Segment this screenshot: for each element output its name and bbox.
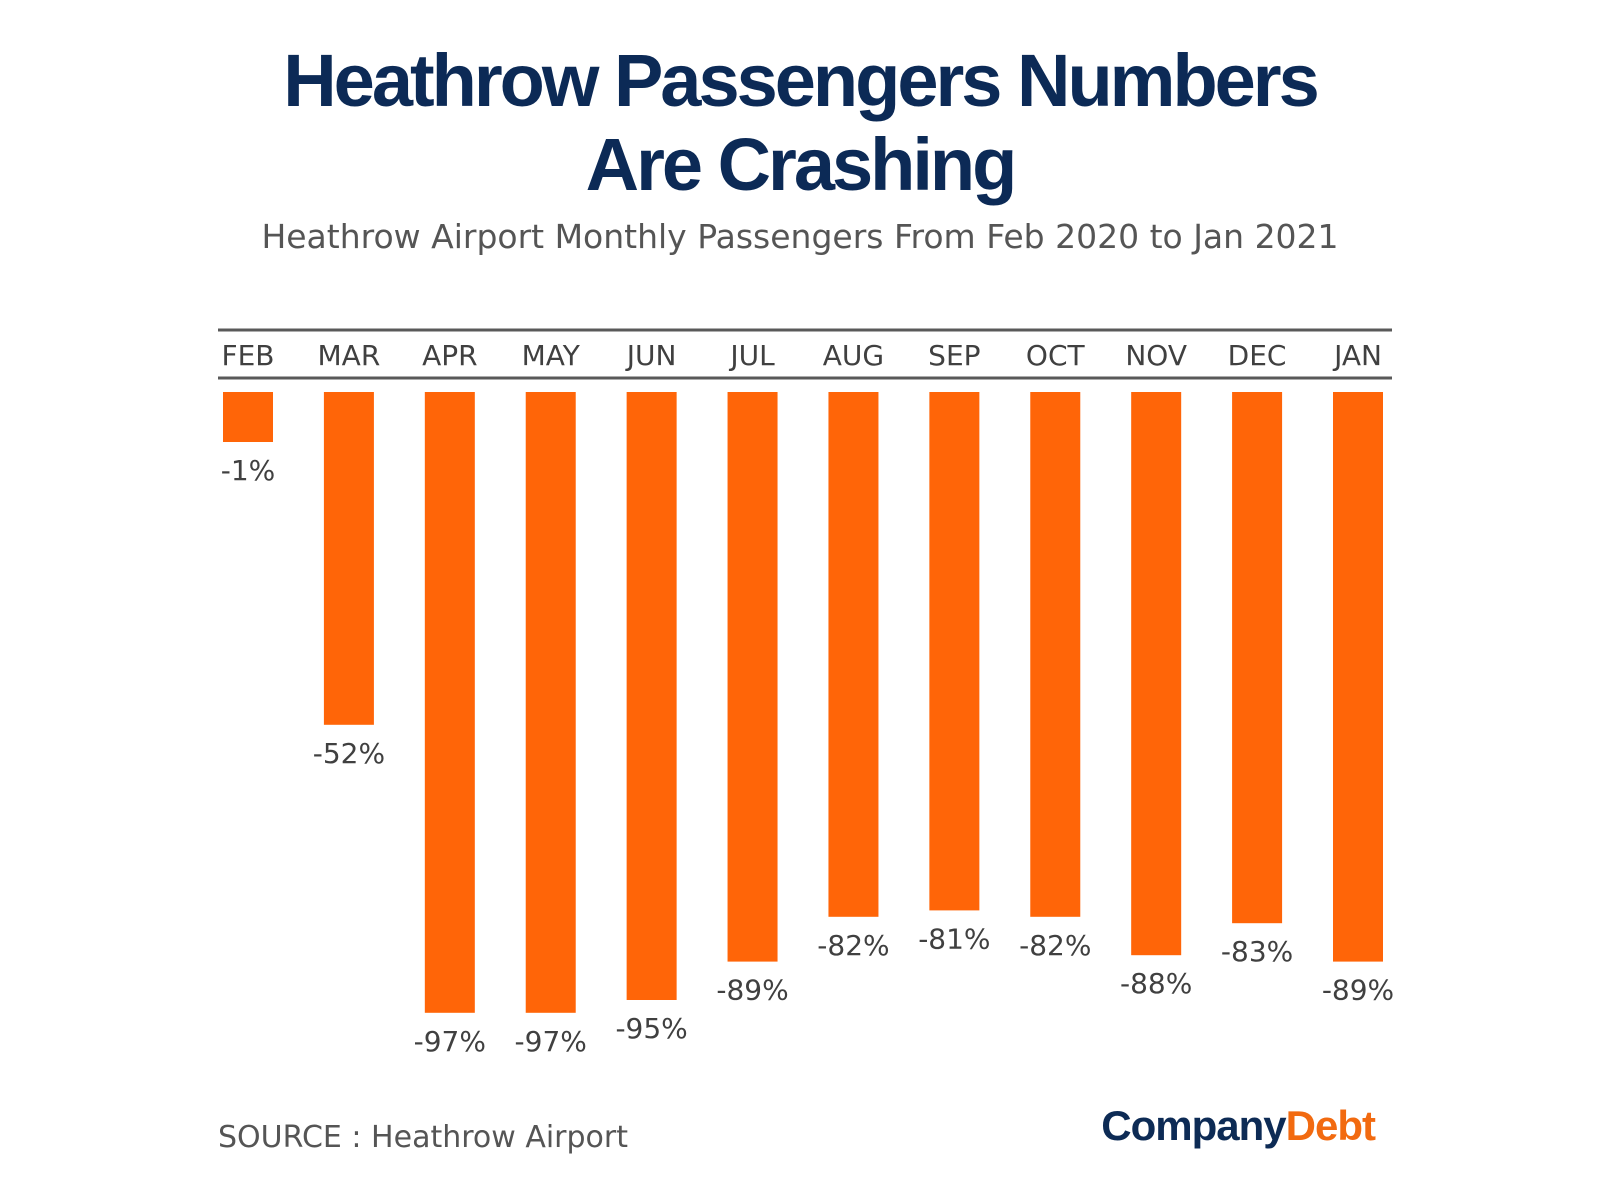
value-label-oct: -82% bbox=[1019, 929, 1091, 962]
value-label-jul: -89% bbox=[716, 974, 788, 1007]
bar-oct bbox=[1030, 392, 1081, 917]
chart-title-line-2: Are Crashing bbox=[586, 123, 1015, 206]
value-label-apr: -97% bbox=[414, 1025, 486, 1058]
bar-sep bbox=[929, 392, 980, 911]
category-label-mar: MAR bbox=[318, 339, 381, 372]
company-logo: CompanyDebt bbox=[1101, 1102, 1377, 1149]
value-label-nov: -88% bbox=[1120, 967, 1192, 1000]
category-label-jan: JAN bbox=[1332, 339, 1382, 372]
value-label-feb: -1% bbox=[221, 454, 276, 487]
bar-feb bbox=[223, 392, 273, 442]
value-label-dec: -83% bbox=[1221, 935, 1293, 968]
logo-part-debt: Debt bbox=[1286, 1102, 1376, 1149]
category-label-jul: JUL bbox=[728, 339, 775, 372]
category-label-oct: OCT bbox=[1026, 339, 1086, 372]
chart-title-line-1: Heathrow Passengers Numbers bbox=[283, 39, 1317, 122]
svg-text:CompanyDebt: CompanyDebt bbox=[1101, 1102, 1376, 1149]
category-label-jun: JUN bbox=[625, 339, 677, 372]
category-label-nov: NOV bbox=[1125, 339, 1187, 372]
category-labels: FEB MAR APR MAY JUN JUL AUG SEP OCT NOV DEC JAN bbox=[221, 339, 1381, 372]
category-label-feb: FEB bbox=[221, 339, 274, 372]
category-label-aug: AUG bbox=[823, 339, 884, 372]
bar-apr bbox=[424, 392, 475, 1013]
value-label-aug: -82% bbox=[817, 929, 889, 962]
bar-may bbox=[525, 392, 576, 1013]
bar-jul bbox=[727, 392, 778, 962]
category-label-dec: DEC bbox=[1228, 339, 1287, 372]
category-label-sep: SEP bbox=[928, 339, 980, 372]
bar-jan bbox=[1333, 392, 1383, 962]
bar-jun bbox=[626, 392, 677, 1000]
value-labels: -1%-52%-97% -97% -95%-89%-82% -81% -82%-88%-… bbox=[221, 454, 1394, 1058]
value-label-jan: -89% bbox=[1322, 974, 1394, 1007]
category-label-may: MAY bbox=[522, 339, 581, 372]
bar-dec bbox=[1232, 392, 1283, 924]
value-label-mar: -52% bbox=[313, 737, 385, 770]
value-label-may: -97% bbox=[515, 1025, 587, 1058]
bar-mar bbox=[323, 392, 374, 725]
value-label-sep: -81% bbox=[918, 922, 990, 955]
bars bbox=[223, 392, 1383, 1013]
value-label-jun: -95% bbox=[615, 1012, 687, 1045]
source-note: SOURCE : Heathrow Airport bbox=[218, 1120, 628, 1155]
bar-aug bbox=[828, 392, 879, 917]
bar-nov bbox=[1131, 392, 1182, 956]
logo-part-company: Company bbox=[1101, 1102, 1287, 1149]
category-label-apr: APR bbox=[422, 339, 478, 372]
chart-subtitle: Heathrow Airport Monthly Passengers From… bbox=[261, 217, 1338, 256]
